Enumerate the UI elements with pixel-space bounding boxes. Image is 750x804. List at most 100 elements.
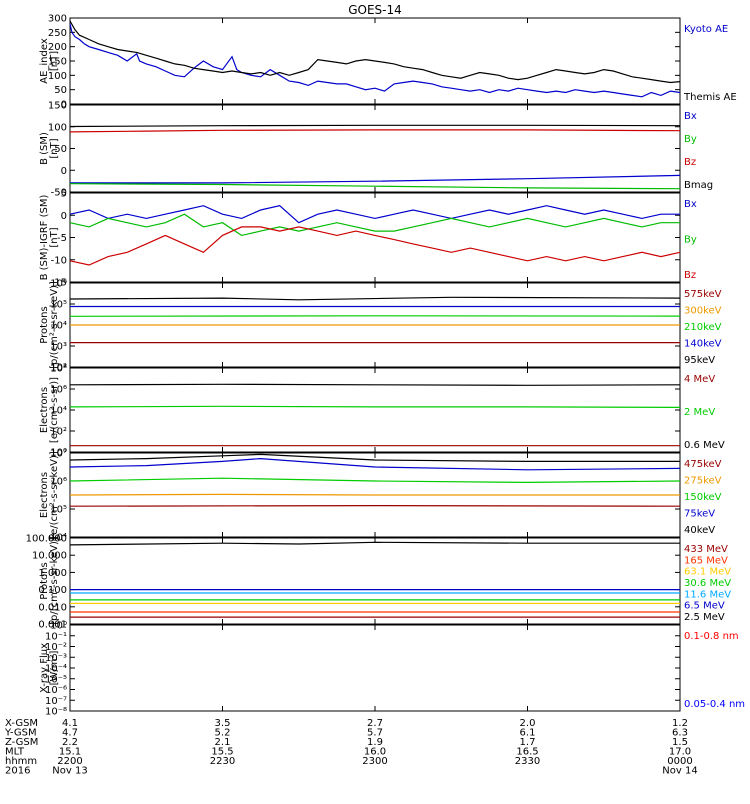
legend-entry: Bx <box>684 111 697 122</box>
series-line-210kev <box>69 315 681 317</box>
y-axis-label: X-ray Flux <box>39 643 50 693</box>
y-axis-label: Protons <box>39 562 50 599</box>
y-axis-label: [e/(cm²-s-sr)] <box>49 377 60 443</box>
legend-entry: 30.6 MeV <box>684 578 731 589</box>
panel-hiprotons: 100.000 10.000 1.000 0.100 0.010 0.001 Protons… <box>26 534 732 631</box>
y-tick-label: 50 <box>54 144 67 155</box>
series-line-475kev <box>69 504 681 507</box>
y-axis-label: B (SM)-IGRF (SM) <box>39 195 50 281</box>
y-tick-label: 50 <box>54 85 67 96</box>
legend-entry: 6.5 MeV <box>684 601 725 612</box>
legend-entry: 11.6 MeV <box>684 589 731 600</box>
chart-title: GOES-14 <box>348 3 402 17</box>
y-tick-label: 0 <box>61 166 67 177</box>
x-axis-value: 1.7 <box>520 737 536 748</box>
x-axis-value: 16.0 <box>364 747 386 758</box>
legend-entry: 165 MeV <box>684 555 728 566</box>
y-tick-label: 10⁴ <box>50 321 67 332</box>
y-tick-label: 10⁸ <box>50 364 67 375</box>
x-axis-value: 0000 <box>667 756 692 767</box>
x-axis-row-label: hhmm <box>5 756 37 767</box>
y-tick-label: 0.100 <box>38 585 67 596</box>
series-line-bx <box>70 174 681 184</box>
y-axis-label: [nT] <box>49 227 60 247</box>
series-line-0.6-mev <box>69 383 681 386</box>
y-tick-label: 100 <box>48 122 67 133</box>
legend-entry: Bz <box>684 270 696 281</box>
series-line-by <box>69 183 681 190</box>
x-axis-value: Nov 14 <box>662 766 697 777</box>
x-axis-value: 6.3 <box>672 728 688 739</box>
y-tick-label: -5 <box>57 233 67 244</box>
y-axis-label: B (SM) <box>39 132 50 165</box>
y-tick-label: 10⁻⁷ <box>45 696 67 707</box>
series-line-by <box>69 213 680 237</box>
x-axis-value: 2200 <box>57 756 82 767</box>
series-line-kyoto-ae <box>69 23 681 98</box>
legend-entry: 300keV <box>684 306 722 317</box>
legend-entry: 63.1 MeV <box>684 567 731 578</box>
legend-entry: 40keV <box>684 525 715 536</box>
series-line-bx <box>69 205 680 224</box>
y-tick-label: 0.010 <box>38 602 67 613</box>
series-line-2.5-mev <box>69 541 680 546</box>
y-axis-label: Electrons <box>39 472 50 518</box>
y-tick-label: 10⁵ <box>50 300 67 311</box>
panel-frame <box>69 537 681 625</box>
legend-entry: By <box>684 235 697 246</box>
x-axis-row-label: X-GSM <box>5 718 38 729</box>
y-tick-label: 150 <box>48 57 67 68</box>
y-tick-label: 150 <box>48 101 67 112</box>
y-axis-label: [p/(cm²-s-sr-keV)] <box>49 537 60 625</box>
legend-entry: 4 MeV <box>684 374 715 385</box>
legend-entry: 2 MeV <box>684 407 715 418</box>
x-axis-value: 3.5 <box>215 718 231 729</box>
x-axis-table: X-GSM 4.1 3.5 2.7 2.0 1.2 Y-GSM 4.7 5.2 5.7 6.1 6.3… <box>4 718 698 777</box>
y-tick-label: 0 <box>61 211 67 222</box>
y-tick-label: 10⁻⁴ <box>45 664 67 675</box>
y-tick-label: 10⁻³ <box>45 653 67 664</box>
legend-entry: 75keV <box>684 509 715 520</box>
y-tick-label: 10⁶ <box>50 279 67 290</box>
series-line-2-mev <box>69 405 681 408</box>
legend-entry: 475keV <box>684 459 722 470</box>
y-tick-label: 10⁻⁶ <box>45 685 67 696</box>
series-line-bmag <box>69 124 681 128</box>
x-axis-value: 2.7 <box>367 718 383 729</box>
x-axis-value: 16.5 <box>516 747 538 758</box>
x-axis-value: 2.2 <box>62 737 78 748</box>
series-line-95kev <box>69 296 681 301</box>
y-tick-label: 10⁻² <box>45 642 67 653</box>
y-axis-label: AE_index <box>39 38 50 84</box>
y-tick-label: 10³ <box>50 342 67 353</box>
y-tick-label: 10⁻¹ <box>45 631 67 642</box>
legend-entry: 0.1-0.8 nm <box>684 631 739 642</box>
legend-entry: 433 MeV <box>684 544 728 555</box>
x-axis-row-label: Z-GSM <box>5 737 38 748</box>
legend-entry: 275keV <box>684 476 722 487</box>
series-line-275kev <box>69 493 680 496</box>
x-axis-row-label: MLT <box>5 747 25 758</box>
x-axis-value: 17.0 <box>669 747 691 758</box>
y-tick-label: 0 <box>61 100 67 111</box>
x-axis-value: 2330 <box>515 756 540 767</box>
y-tick-label: 10⁵ <box>50 505 67 516</box>
y-tick-label: 250 <box>48 28 67 39</box>
y-tick-label: 300 <box>48 14 67 25</box>
x-axis-value: 2300 <box>362 756 387 767</box>
x-axis-row-label: Y-GSM <box>4 728 37 739</box>
x-axis-value: 5.2 <box>215 728 231 739</box>
legend-entry: 95keV <box>684 355 715 366</box>
x-axis-value: 4.7 <box>62 728 78 739</box>
x-axis-value: 1.9 <box>367 737 383 748</box>
panel-ae: 300 250 200 150 100 50 0 AE_index [nT] Kyoto AE Th… <box>39 14 737 111</box>
x-axis-value: 4.1 <box>62 718 78 729</box>
panel-electrons1: 10⁸ 10⁶ 10⁴ 10² 10⁰ Electrons [e/(cm²-s-sr)] 4 … <box>39 364 725 459</box>
y-axis-label: [nT] <box>49 138 60 158</box>
panel-protons: 10⁶ 10⁵ 10⁴ 10³ 10² Protons [p/(cm²-s-sr-keV)]… <box>39 279 722 374</box>
legend-entry: 140keV <box>684 339 722 350</box>
